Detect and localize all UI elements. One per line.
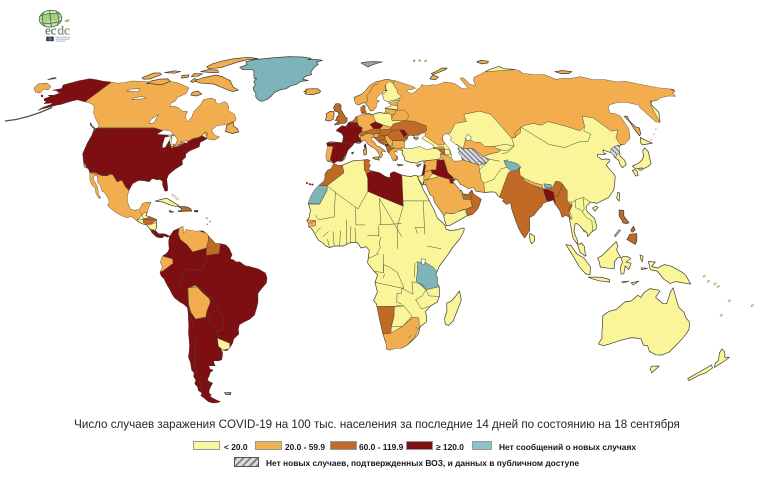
svg-text:dc: dc — [58, 23, 71, 38]
svg-text:ec: ec — [45, 23, 57, 38]
